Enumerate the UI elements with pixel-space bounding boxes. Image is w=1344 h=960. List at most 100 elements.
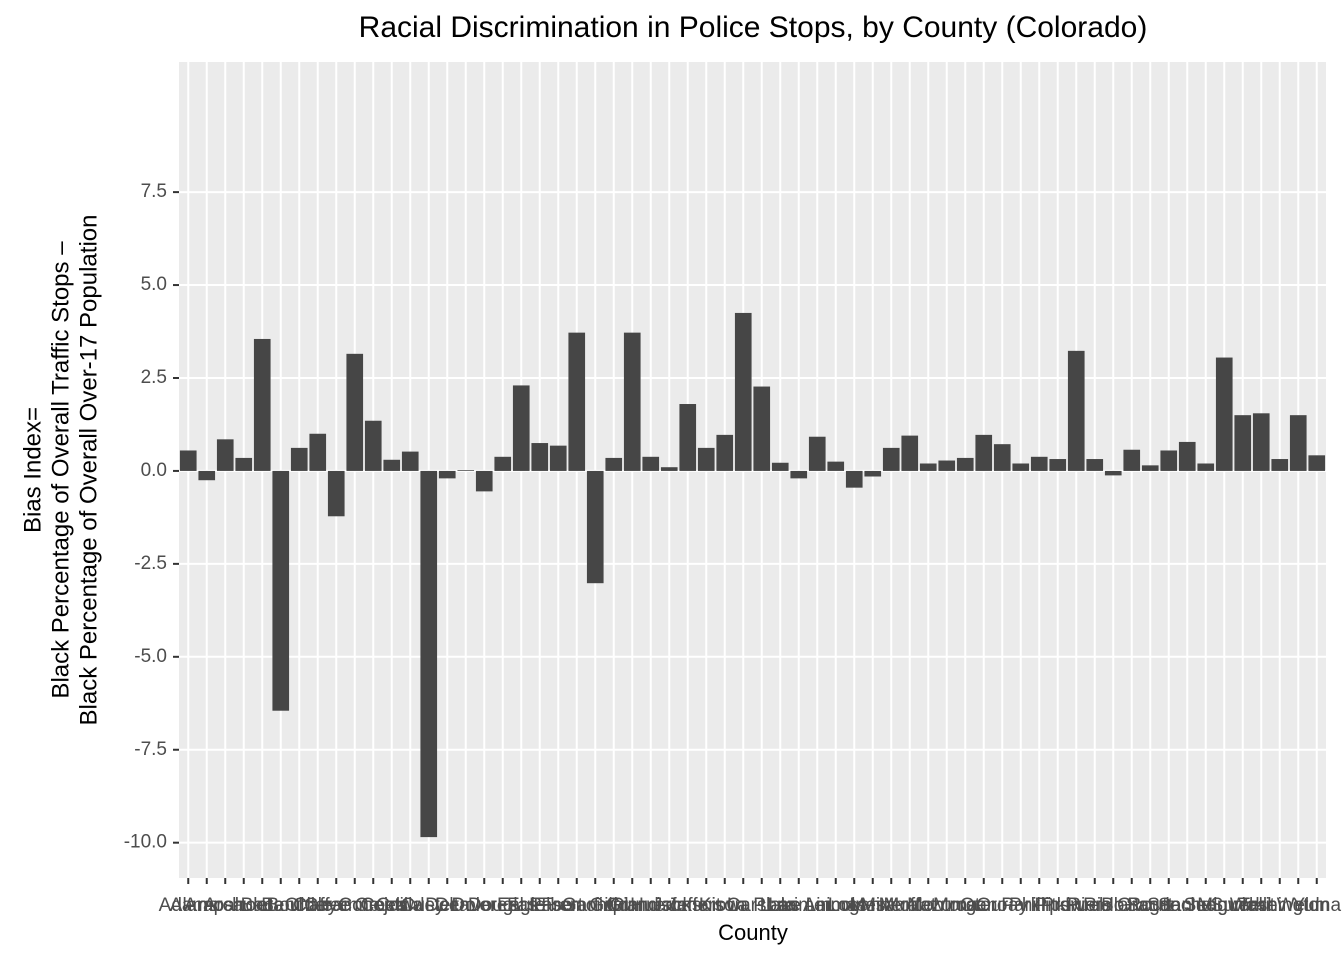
x-tick-label: Gunnison — [610, 895, 691, 916]
bar — [383, 459, 401, 471]
x-tick-label: Bent — [261, 895, 301, 916]
x-tick-label: Baca — [241, 895, 285, 916]
bar — [679, 404, 697, 471]
bar — [512, 385, 530, 471]
x-tick-label: Pitkin — [1035, 895, 1081, 916]
bar — [623, 332, 641, 471]
bar — [457, 470, 475, 471]
bar — [753, 386, 771, 471]
x-tick-label: Alamosa — [170, 895, 244, 916]
bar — [1215, 357, 1233, 471]
bar — [1234, 415, 1252, 471]
bar — [1086, 459, 1104, 471]
bar — [771, 462, 789, 471]
y-tick-label: -2.5 — [134, 553, 167, 574]
bar — [531, 443, 549, 471]
bar — [438, 470, 456, 479]
x-tick-label: San Juan — [1147, 895, 1227, 916]
x-tick-label: Jackson — [653, 895, 723, 916]
x-tick-label: Park — [1001, 895, 1041, 916]
bar — [1252, 413, 1270, 471]
x-tick-label: Kit Carson — [699, 895, 788, 916]
bar — [1160, 450, 1178, 471]
bar — [346, 353, 364, 471]
x-tick-label: Summit — [1211, 895, 1276, 916]
x-tick-label: Phillips — [1009, 895, 1069, 916]
y-tick-label: 0.0 — [141, 460, 167, 481]
bar — [1012, 463, 1030, 471]
x-tick-label: Lake — [760, 895, 801, 916]
x-tick-label: Crowley — [376, 895, 445, 916]
x-tick-label: Conejos — [338, 895, 408, 916]
y-tick-label: -5.0 — [134, 646, 167, 667]
x-tick-label: San Miguel — [1158, 895, 1253, 916]
x-tick-label: Moffat — [884, 895, 937, 916]
chart-title: Racial Discrimination in Police Stops, b… — [359, 11, 1148, 44]
y-axis-title-line: Bias Index= — [19, 407, 46, 533]
x-tick-label: Douglas — [468, 895, 538, 916]
bar — [919, 463, 937, 471]
x-tick-label: Pueblo — [1065, 895, 1124, 916]
bar — [549, 445, 567, 471]
x-tick-label: Delta — [425, 895, 470, 916]
bar — [660, 467, 678, 471]
bar — [956, 457, 974, 471]
bar — [364, 420, 382, 471]
y-axis-title-line: Black Percentage of Overall Traffic Stop… — [47, 241, 74, 699]
bar — [827, 461, 845, 471]
bar — [420, 470, 438, 838]
bar — [1049, 459, 1067, 471]
x-tick-label: Sedgwick — [1184, 895, 1266, 916]
y-tick-label: 7.5 — [141, 181, 167, 202]
y-tick-label: 2.5 — [141, 367, 167, 388]
x-tick-label: Boulder — [267, 895, 333, 916]
x-tick-label: Montezuma — [879, 895, 979, 916]
bar — [697, 447, 715, 471]
x-tick-label: Yuma — [1292, 895, 1341, 916]
bar — [1178, 441, 1196, 471]
bar — [734, 312, 752, 471]
x-tick-label: Kiowa — [699, 895, 751, 916]
y-tick-label: 5.0 — [141, 274, 167, 295]
x-tick-label: Eagle — [497, 895, 546, 916]
bar — [882, 447, 900, 471]
x-tick-label: Otero — [960, 895, 1008, 916]
x-tick-label: Morgan — [933, 895, 997, 916]
x-tick-label: Denver — [435, 895, 497, 916]
bar — [901, 435, 919, 471]
x-tick-label: Garfield — [562, 895, 629, 916]
bar — [1308, 455, 1326, 471]
x-tick-label: Mineral — [860, 895, 922, 916]
x-tick-label: Routt — [1128, 895, 1174, 916]
bar — [235, 457, 253, 471]
bar — [568, 332, 586, 471]
x-tick-label: El Paso — [507, 895, 572, 916]
bar — [1123, 449, 1141, 471]
bar — [586, 470, 604, 584]
y-tick-label: -10.0 — [124, 832, 167, 853]
bar — [1104, 470, 1122, 476]
bar — [290, 447, 308, 471]
bar — [975, 434, 993, 471]
bar — [605, 457, 623, 471]
x-tick-label: Weld — [1277, 895, 1320, 916]
y-axis-title: Bias Index= Black Percentage of Overall … — [19, 215, 102, 726]
x-tick-label: Montrose — [907, 895, 986, 916]
x-tick-label: Mesa — [850, 895, 897, 916]
x-tick-label: Elbert — [533, 895, 583, 916]
bar — [790, 470, 808, 479]
x-tick-label: Rio Blanco — [1067, 895, 1159, 916]
y-axis-title-line: Black Percentage of Overall Over-17 Popu… — [75, 215, 102, 726]
bar — [475, 470, 493, 492]
x-tick-label: Ouray — [976, 895, 1028, 916]
bar — [401, 451, 419, 471]
x-tick-label: Huerfano — [630, 895, 708, 916]
x-tick-label: Clear Creek — [304, 895, 406, 916]
x-tick-label: Archuleta — [204, 895, 285, 916]
bar — [179, 450, 197, 471]
x-tick-label: Las Animas — [768, 895, 866, 916]
bar — [327, 470, 345, 517]
bar — [272, 470, 290, 711]
x-tick-label: Grand — [606, 895, 659, 916]
